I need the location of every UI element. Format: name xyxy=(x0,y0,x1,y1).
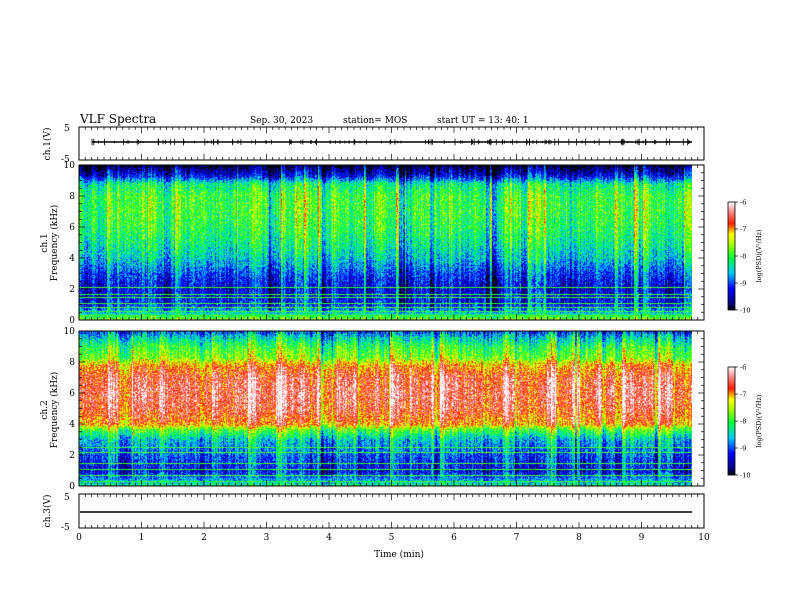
colorbar-tick-label: -7 xyxy=(740,391,746,399)
start-time-label: start UT = 13: 40: 1 xyxy=(437,116,529,126)
freq-tick-label: 10 xyxy=(64,161,76,171)
ch3-ylabel: ch.3(V) xyxy=(42,495,53,528)
ch1-ytick-top: 5 xyxy=(64,124,70,134)
ch1-spectrogram-panel: 0 2 4 6 8 10 ch.1 Frequency (kHz) xyxy=(40,161,705,326)
freq-tick-label: 10 xyxy=(64,327,76,337)
colorbar-tick-label: -10 xyxy=(740,472,750,480)
time-tick-label: 4 xyxy=(326,533,332,543)
ch2-spec-ylabel-1: ch.2 xyxy=(40,400,50,419)
freq-tick-label: 8 xyxy=(69,358,75,368)
ch1-spectrogram-image xyxy=(79,165,692,320)
colorbar-tick-label: -7 xyxy=(740,226,746,234)
freq-tick-label: 6 xyxy=(69,389,75,399)
ch2-spectrogram-image xyxy=(79,331,692,486)
date-label: Sep. 30, 2023 xyxy=(250,116,313,126)
time-ticks xyxy=(78,127,705,528)
ch1-spectrogram-area xyxy=(79,165,704,320)
time-tick-labels: 0 1 2 3 4 5 6 7 8 9 10 xyxy=(76,533,710,543)
freq-tick-label: 4 xyxy=(69,420,75,430)
time-tick-label: 5 xyxy=(389,533,395,543)
ch2-freq-ticks: 0 2 4 6 8 10 xyxy=(64,327,704,492)
time-tick-label: 9 xyxy=(639,533,645,543)
freq-tick-label: 8 xyxy=(69,192,75,202)
time-tick-label: 0 xyxy=(76,533,82,543)
colorbar-tick-label: -9 xyxy=(740,280,746,288)
ch1-spec-ylabel-1: ch.1 xyxy=(40,233,50,252)
time-tick-label: 1 xyxy=(139,533,145,543)
freq-tick-label: 2 xyxy=(69,451,75,461)
ch2-spectrogram-area xyxy=(79,331,704,486)
ch1-ylabel: ch.1(V) xyxy=(42,128,53,161)
ch1-ytick-bottom: -5 xyxy=(61,155,70,165)
time-tick-label: 7 xyxy=(514,533,520,543)
ch3-ytick-bottom: -5 xyxy=(61,523,70,533)
colorbar-tick-label: -8 xyxy=(740,418,746,426)
colorbar-tick-label: -6 xyxy=(740,364,746,372)
ch2-spectrogram-panel: 0 2 4 6 8 10 ch.2 Frequency (kHz) xyxy=(40,327,705,492)
freq-tick-label: 4 xyxy=(69,254,75,264)
ch2-colorbar-bar xyxy=(727,366,736,476)
colorbar-tick-label: -10 xyxy=(740,307,750,315)
ch1-colorbar-label: log(PSD)(V²/Hz) xyxy=(755,229,763,282)
colorbar-tick-label: -8 xyxy=(740,253,746,261)
station-label: station= MOS xyxy=(343,116,407,126)
ch1-spec-ylabel-2: Frequency (kHz) xyxy=(49,205,60,282)
colorbar-tick-label: -6 xyxy=(740,199,746,207)
ch1-waveform-spikes xyxy=(91,138,691,146)
time-tick-label: 2 xyxy=(201,533,207,543)
ch2-spec-ylabel-2: Frequency (kHz) xyxy=(49,372,60,449)
time-tick-label: 6 xyxy=(451,533,457,543)
ch2-colorbar: -6 -7 -8 -9 -10 log(PSD)(V²/Hz) xyxy=(727,364,763,480)
figure-title: VLF Spectra xyxy=(79,112,156,126)
freq-tick-label: 0 xyxy=(69,482,75,492)
ch1-colorbar-bar xyxy=(727,201,736,311)
ch1-colorbar: -6 -7 -8 -9 -10 log(PSD)(V²/Hz) xyxy=(727,199,763,315)
ch2-colorbar-ticks: -6 -7 -8 -9 -10 xyxy=(735,364,750,480)
time-tick-label: 8 xyxy=(576,533,582,543)
ch3-ytick-top: 5 xyxy=(64,493,70,503)
freq-tick-label: 2 xyxy=(69,285,75,295)
time-tick-label: 3 xyxy=(264,533,270,543)
ch1-freq-ticks: 0 2 4 6 8 10 xyxy=(64,161,704,326)
time-axis-label: Time (min) xyxy=(374,549,424,560)
ch2-colorbar-label: log(PSD)(V²/Hz) xyxy=(755,394,763,447)
ch1-colorbar-ticks: -6 -7 -8 -9 -10 xyxy=(735,199,750,315)
freq-tick-label: 0 xyxy=(69,316,75,326)
freq-tick-label: 6 xyxy=(69,223,75,233)
time-tick-label: 10 xyxy=(698,533,710,543)
colorbar-tick-label: -9 xyxy=(740,445,746,453)
